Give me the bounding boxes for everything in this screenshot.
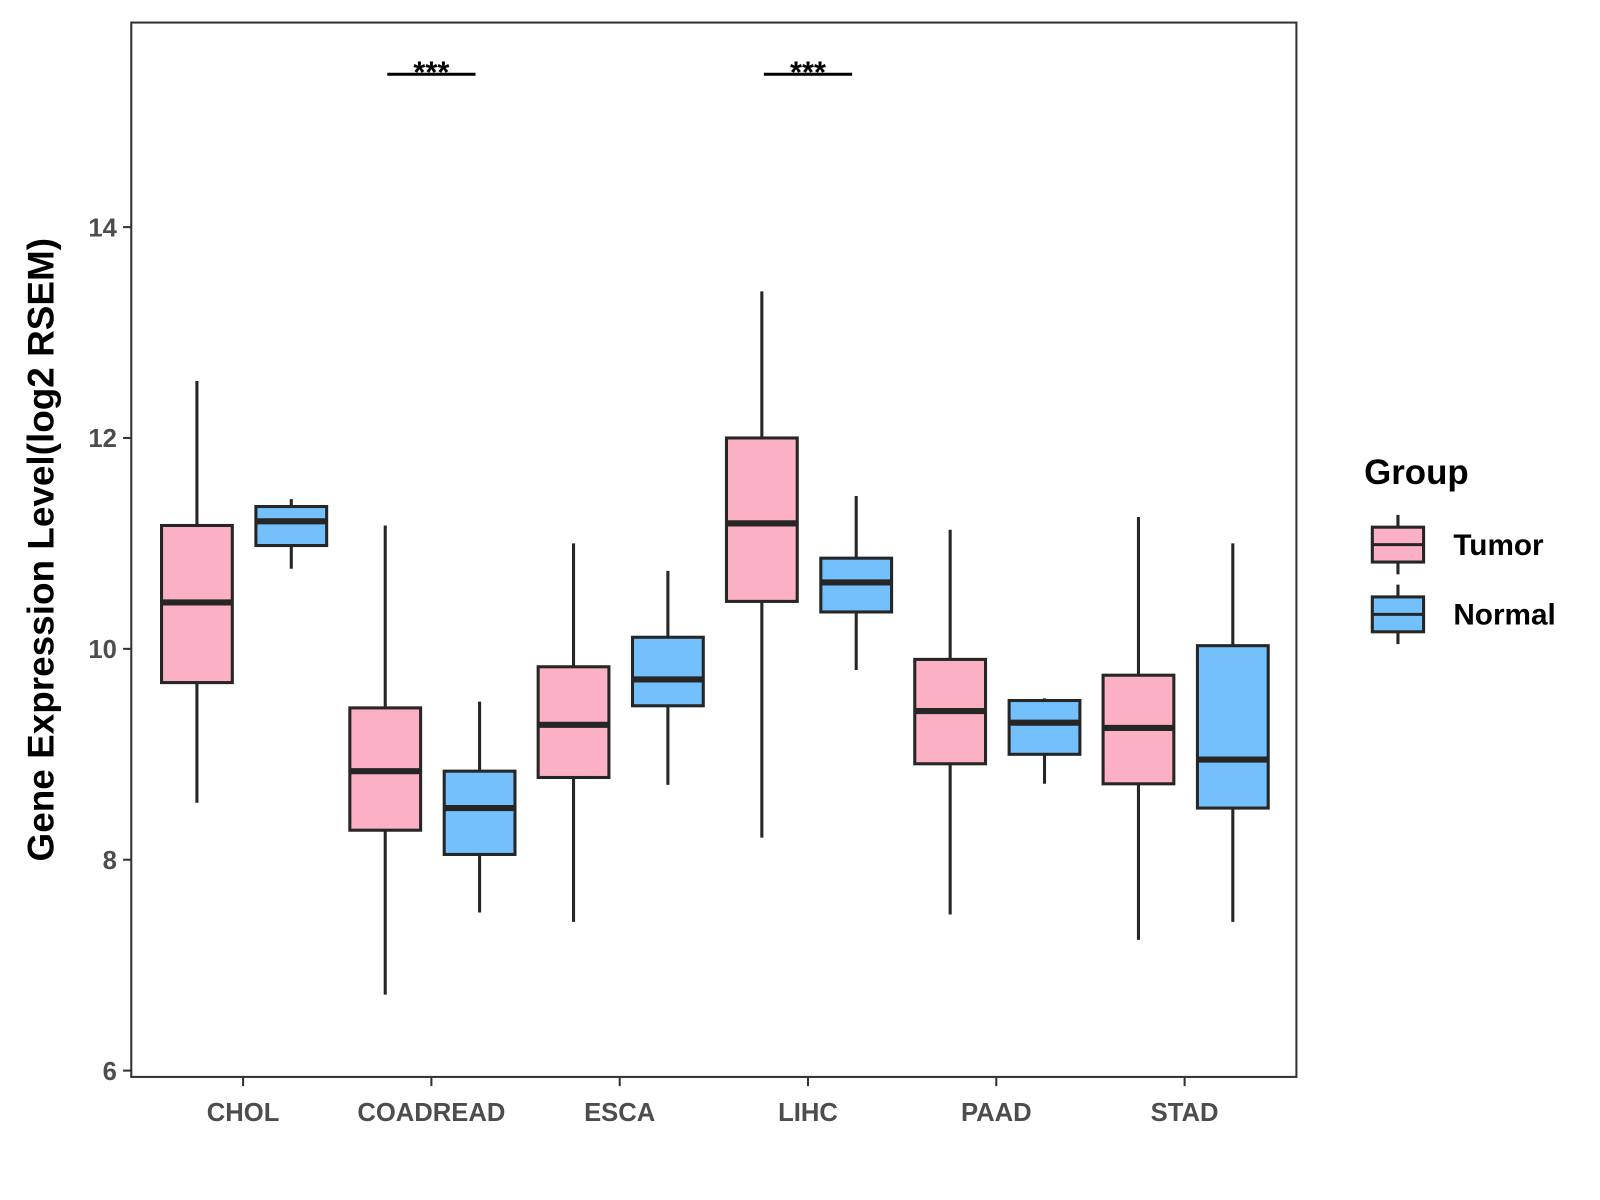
y-tick-label: 12	[88, 425, 117, 453]
plot-area: *** ***	[160, 54, 1270, 995]
box-tumor-chol	[160, 381, 234, 803]
y-tick-label: 8	[103, 847, 117, 875]
box-normal-coadread	[442, 701, 517, 913]
box-normal-lihc	[819, 495, 894, 670]
significance-label: ***	[413, 54, 449, 89]
box-tumor-esca	[536, 543, 611, 922]
legend-item-tumor: Tumor	[1370, 514, 1544, 575]
significance-label: ***	[790, 54, 826, 89]
x-tick-label: CHOL	[207, 1099, 280, 1127]
x-tick-label: ESCA	[584, 1099, 655, 1127]
box-normal-esca	[630, 570, 705, 785]
box-normal-paad	[1007, 698, 1082, 784]
legend-label: Tumor	[1453, 529, 1544, 562]
box-iqr	[724, 436, 799, 603]
box-tumor-paad	[913, 529, 988, 915]
y-tick-label: 10	[88, 636, 117, 664]
x-tick-label: PAAD	[961, 1099, 1032, 1127]
y-tick-label: 14	[88, 214, 117, 242]
y-axis-label: Gene Expression Level(log2 RSEM)	[20, 238, 61, 861]
box-tumor-lihc	[724, 291, 799, 838]
box-normal-chol	[254, 499, 329, 569]
box-tumor-stad	[1101, 517, 1176, 940]
significance-lihc: ***	[763, 54, 853, 89]
axes: 6 8 10 12 14 CHOL COADREAD ESCA LIHC PAAD STAD	[88, 214, 1218, 1127]
box-iqr	[1007, 698, 1082, 756]
plot-panel-border	[130, 21, 1298, 1078]
significance-coadread: ***	[387, 54, 476, 89]
box-tumor-coadread	[348, 525, 423, 995]
legend-item-normal: Normal	[1370, 584, 1556, 645]
box-iqr	[630, 635, 705, 708]
legend-title: Group	[1364, 453, 1469, 492]
x-tick-label: LIHC	[778, 1099, 838, 1127]
box-iqr	[442, 769, 517, 856]
x-tick-label: COADREAD	[357, 1099, 505, 1127]
box-iqr	[1195, 644, 1270, 810]
legend-label: Normal	[1453, 599, 1555, 632]
box-normal-stad	[1195, 543, 1270, 922]
x-tick-label: STAD	[1151, 1099, 1219, 1127]
y-tick-label: 6	[103, 1058, 117, 1086]
box-iqr	[254, 504, 329, 548]
legend: Group Tumor Normal	[1364, 453, 1556, 645]
